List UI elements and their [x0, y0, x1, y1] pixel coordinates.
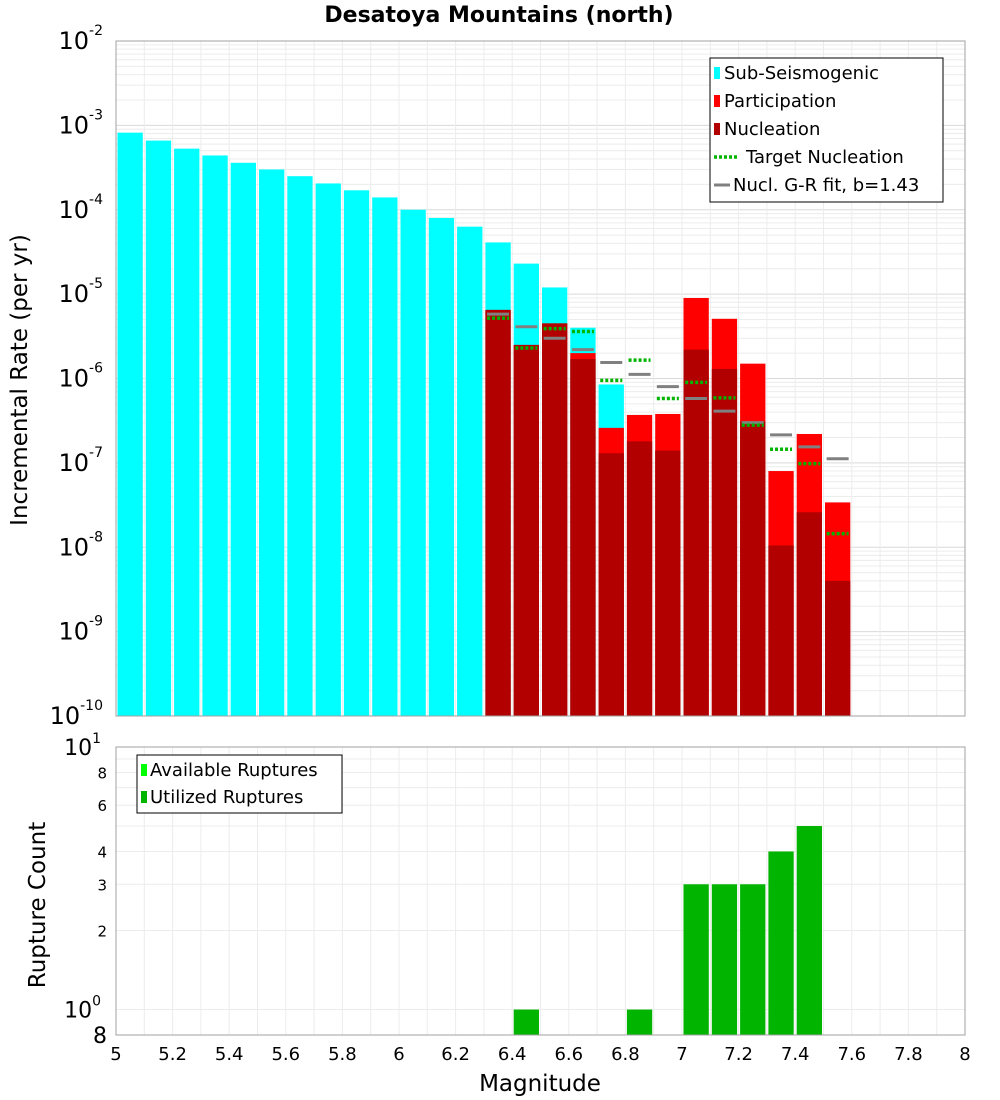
bar-nucleation-m6-85 — [626, 441, 653, 716]
rate-bars — [117, 132, 851, 717]
x-tick-label: 6.8 — [611, 1044, 640, 1065]
bar-utilized-ruptures-m7-15 — [711, 884, 738, 1035]
bar-sub-seismogenic-m5-35 — [202, 155, 228, 716]
bar-nucleation-m7-35 — [768, 545, 794, 716]
bar-nucleation-m7-15 — [711, 368, 738, 716]
x-tick-label: 6.6 — [554, 1044, 583, 1065]
legend-swatch-participation — [714, 95, 720, 107]
rate-y-tick-labels: 10-10 10-9 10-8 10-7 10-6 10-5 10-4 10-3 10-2 — [50, 23, 104, 730]
bar-utilized-ruptures-m6-85 — [626, 1009, 653, 1035]
legend-swatch-utilized-ruptures — [141, 791, 147, 803]
bar-utilized-ruptures-m7-35 — [768, 851, 794, 1035]
bar-nucleation-m7-55 — [825, 580, 851, 716]
rate-y-tick-label: 10-8 — [58, 529, 103, 561]
rate-y-tick-label: 10-9 — [58, 614, 103, 646]
bar-sub-seismogenic-m6-15 — [428, 217, 455, 716]
bar-nucleation-m6-55 — [542, 323, 568, 716]
bar-utilized-ruptures-m7-25 — [740, 884, 766, 1035]
x-tick-label: 6 — [393, 1044, 404, 1065]
count-y-axis-title: Rupture Count — [25, 822, 51, 988]
bar-sub-seismogenic-m5-15 — [145, 140, 172, 717]
count-x-tick-labels: 5 5.2 5.4 5.6 5.8 6 6.2 6.4 6.6 6.8 7 7.2 7.4 7.6 7.8 8 — [110, 1044, 970, 1065]
count-y-minor-tick-label: 4 — [97, 843, 107, 861]
legend-label-nucl-g-r-fit-b-1-43: Nucl. G-R fit, b=1.43 — [733, 175, 919, 196]
rate-y-tick-label: 10-5 — [58, 276, 103, 308]
legend-swatch-available-ruptures — [141, 764, 147, 776]
bar-sub-seismogenic-m5-85 — [343, 190, 370, 716]
count-y-minor-tick-label: 3 — [97, 876, 107, 894]
bar-utilized-ruptures-m7-45 — [796, 826, 822, 1035]
bar-nucleation-m6-65 — [570, 359, 596, 716]
count-y-major-tick-label: 100 — [64, 994, 101, 1024]
legend-label-sub-seismogenic: Sub-Seismogenic — [724, 63, 879, 84]
count-bars — [513, 826, 822, 1035]
bar-sub-seismogenic-m5-75 — [315, 183, 341, 716]
x-tick-label: 5.8 — [328, 1044, 357, 1065]
bar-sub-seismogenic-m6-25 — [457, 226, 483, 716]
count-y-minor-tick-label: 8 — [97, 764, 107, 782]
rate-y-tick-label: 10-2 — [58, 23, 103, 55]
x-tick-label: 7.6 — [837, 1044, 866, 1065]
rate-y-tick-label: 10-7 — [58, 445, 103, 477]
rate-y-axis-title: Incremental Rate (per yr) — [7, 234, 33, 526]
rate-legend: Sub-Seismogenic Participation Nucleation Ta… — [709, 57, 944, 203]
count-y-major-tick-label: 101 — [64, 731, 101, 761]
bar-nucleation-m6-75 — [598, 453, 624, 716]
legend-swatch-sub-seismogenic — [714, 67, 720, 79]
rate-plot-border — [115, 40, 966, 717]
rate-legend-box — [709, 57, 944, 203]
count-y-minor-tick-label: 2 — [97, 923, 107, 941]
legend-label-target-nucleation: Target Nucleation — [745, 147, 904, 168]
x-tick-label: 7.8 — [894, 1044, 923, 1065]
x-tick-label: 7.2 — [724, 1044, 753, 1065]
bar-sub-seismogenic-m5-45 — [230, 162, 256, 716]
legend-label-participation: Participation — [724, 91, 836, 112]
legend-label-nucleation: Nucleation — [724, 119, 820, 140]
x-tick-label: 5.2 — [158, 1044, 187, 1065]
x-tick-label: 5 — [110, 1044, 121, 1065]
x-tick-label: 6.4 — [498, 1044, 527, 1065]
bar-sub-seismogenic-m5-65 — [287, 176, 313, 716]
rate-y-tick-label: 10-10 — [50, 698, 103, 730]
x-axis-title: Magnitude — [479, 1071, 601, 1097]
rate-fit-lines — [487, 312, 849, 536]
count-plot-border — [115, 746, 966, 1036]
count-y-minor-tick-label: 6 — [97, 797, 107, 815]
rate-y-tick-label: 10-3 — [58, 107, 103, 139]
bar-nucleation-m7-25 — [740, 421, 766, 716]
x-tick-label: 6.2 — [441, 1044, 470, 1065]
legend-label-available-ruptures: Available Ruptures — [150, 760, 318, 781]
bar-nucleation-m6-35 — [485, 309, 511, 716]
count-legend: Available Ruptures Utilized Ruptures — [136, 754, 343, 814]
count-y-bottom-tick-label: 8 — [93, 1024, 107, 1049]
x-tick-label: 8 — [959, 1044, 970, 1065]
chart-title: Desatoya Mountains (north) — [324, 3, 673, 28]
bar-nucleation-m7-45 — [796, 512, 822, 716]
x-tick-label: 5.6 — [271, 1044, 300, 1065]
bar-sub-seismogenic-m6-05 — [400, 209, 426, 716]
rate-panel: 10-10 10-9 10-8 10-7 10-6 10-5 10-4 10-3 10-2 In… — [7, 23, 966, 730]
x-tick-label: 7 — [676, 1044, 687, 1065]
x-tick-label: 7.4 — [781, 1044, 810, 1065]
legend-swatch-nucleation — [714, 123, 720, 135]
bar-sub-seismogenic-m5-05 — [117, 132, 143, 716]
rate-y-tick-label: 10-6 — [58, 361, 103, 393]
bar-nucleation-m6-45 — [513, 344, 539, 716]
x-tick-label: 5.4 — [215, 1044, 244, 1065]
bar-utilized-ruptures-m7-05 — [683, 884, 709, 1035]
bar-sub-seismogenic-m5-25 — [174, 148, 200, 716]
rate-y-tick-label: 10-4 — [58, 192, 103, 224]
legend-label-utilized-ruptures: Utilized Ruptures — [150, 787, 303, 808]
bar-nucleation-m7-05 — [683, 349, 709, 716]
bar-sub-seismogenic-m5-55 — [259, 169, 285, 716]
bar-nucleation-m6-95 — [655, 450, 681, 716]
bar-utilized-ruptures-m6-45 — [513, 1009, 539, 1035]
count-legend-box — [136, 754, 343, 814]
bar-sub-seismogenic-m5-95 — [372, 197, 398, 717]
